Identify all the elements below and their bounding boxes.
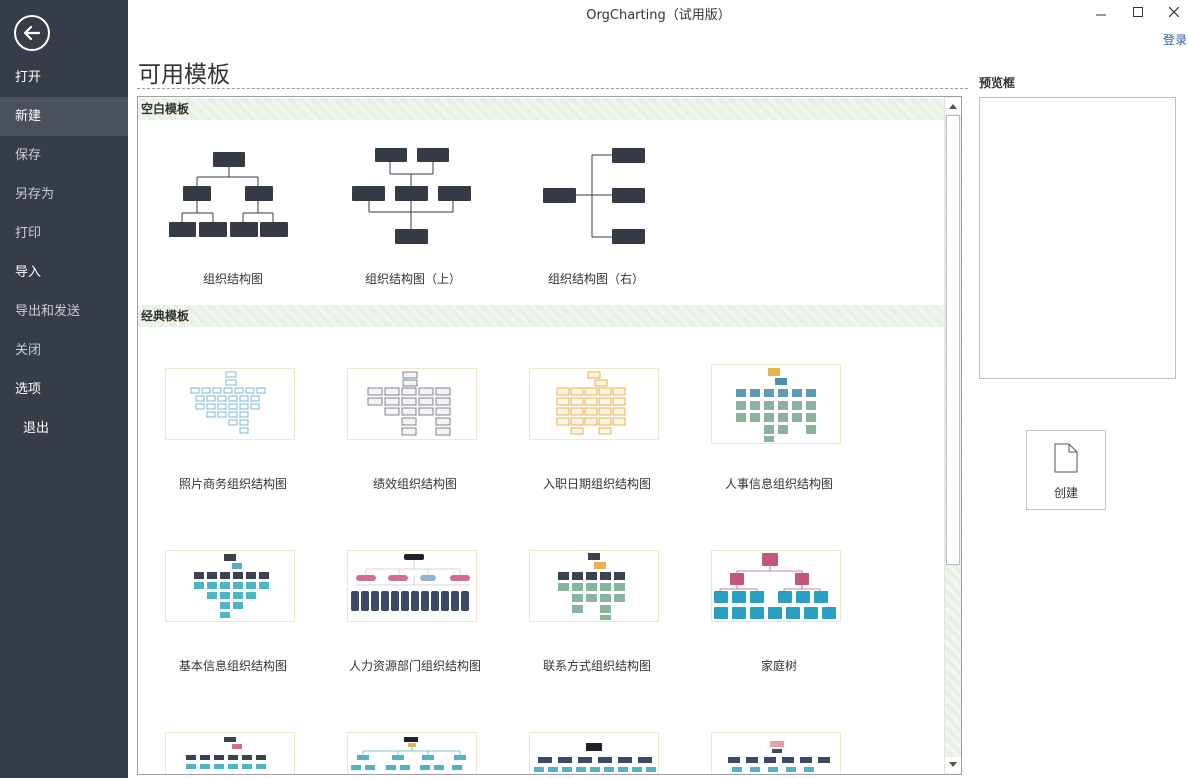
template-personnel-info[interactable]: 人事信息组织结构图 (704, 363, 854, 493)
family-tree-preview-icon (714, 553, 836, 619)
scrollbar-thumb[interactable] (946, 115, 960, 565)
back-button[interactable] (14, 15, 50, 51)
template-partial[interactable] (522, 727, 672, 774)
basic-info-preview-icon (194, 554, 269, 618)
heading-divider (137, 88, 968, 89)
create-label: 创建 (1053, 486, 1078, 500)
minimize-icon (1096, 14, 1106, 16)
template-label: 人力资源部门组织结构图 (348, 659, 481, 673)
template-org-chart-right[interactable]: 组织结构图（右） (521, 135, 671, 295)
performance-preview-icon (367, 371, 451, 436)
maximize-button[interactable] (1125, 2, 1151, 22)
template-thumbnail (711, 550, 841, 622)
sidebar-item-save-as[interactable]: 另存为 (15, 187, 55, 202)
back-arrow-icon (23, 25, 41, 41)
template-org-chart-up[interactable]: 组织结构图（上） (338, 135, 488, 295)
template-thumbnail (711, 732, 841, 774)
template-hire-date[interactable]: 入职日期组织结构图 (522, 363, 672, 493)
template-label: 家庭树 (760, 659, 797, 673)
sidebar-item-print[interactable]: 打印 (15, 226, 42, 241)
template-label: 入职日期组织结构图 (542, 477, 651, 491)
template-label: 组织结构图（上） (364, 272, 461, 286)
template-label: 组织结构图（右） (547, 272, 644, 286)
template-thumbnail (711, 364, 841, 444)
template-basic-info[interactable]: 基本信息组织结构图 (158, 545, 308, 675)
template-thumbnail (529, 550, 659, 622)
template-preview-icon (351, 737, 466, 770)
hr-department-preview-icon (351, 554, 470, 611)
minimize-button[interactable] (1088, 2, 1114, 22)
template-label: 照片商务组织结构图 (178, 477, 287, 491)
personnel-info-preview-icon (736, 368, 816, 442)
template-thumbnail (165, 368, 295, 440)
template-preview-icon (728, 741, 830, 772)
close-button[interactable] (1161, 2, 1187, 22)
section-header-classic: 经典模板 (138, 305, 944, 327)
scroll-up-icon (949, 104, 957, 109)
sidebar-item-close[interactable]: 关闭 (15, 343, 42, 358)
create-button[interactable]: 创建 (1026, 430, 1106, 510)
template-thumbnail (165, 550, 295, 622)
vertical-scrollbar[interactable] (944, 97, 961, 774)
template-thumbnail (165, 732, 295, 774)
template-label: 人事信息组织结构图 (724, 477, 833, 491)
sidebar-item-save[interactable]: 保存 (15, 148, 42, 163)
scroll-down-button[interactable] (945, 757, 961, 773)
preview-box (979, 97, 1176, 379)
template-label: 基本信息组织结构图 (178, 659, 287, 673)
template-contact-info[interactable]: 联系方式组织结构图 (522, 545, 672, 675)
template-partial[interactable] (704, 727, 854, 774)
sidebar-item-new[interactable]: 新建 (0, 97, 128, 136)
section-header-blank: 空白模板 (138, 98, 944, 120)
login-link[interactable]: 登录 (1162, 33, 1187, 47)
template-partial[interactable] (340, 727, 490, 774)
template-photo-business[interactable]: 照片商务组织结构图 (158, 363, 308, 493)
template-performance[interactable]: 绩效组织结构图 (340, 363, 490, 493)
template-label: 联系方式组织结构图 (542, 659, 651, 673)
template-thumbnail (347, 368, 477, 440)
template-list: 空白模板 (138, 97, 944, 774)
close-icon (1169, 7, 1179, 17)
template-partial[interactable] (158, 727, 308, 774)
template-label: 绩效组织结构图 (372, 477, 457, 491)
sidebar: 打开 新建 保存 另存为 打印 导入 导出和发送 关闭 选项 退出 (0, 0, 128, 778)
preview-label: 预览框 (979, 76, 1016, 90)
org-chart-right-icon (543, 148, 645, 244)
template-thumbnail (529, 368, 659, 440)
template-family-tree[interactable]: 家庭树 (704, 545, 854, 675)
sidebar-item-options[interactable]: 选项 (15, 382, 42, 397)
sidebar-item-import[interactable]: 导入 (15, 265, 42, 280)
title-bar: OrgCharting（试用版） (128, 0, 1189, 26)
template-thumbnail (347, 550, 477, 622)
window-title: OrgCharting（试用版） (586, 8, 731, 23)
template-org-chart[interactable]: 组织结构图 (158, 135, 308, 295)
template-label: 组织结构图 (202, 272, 263, 286)
template-thumbnail (347, 732, 477, 774)
sidebar-nav: 打开 新建 保存 另存为 打印 导入 导出和发送 关闭 选项 退出 (0, 58, 128, 448)
sidebar-item-open[interactable]: 打开 (15, 70, 42, 85)
scroll-up-button[interactable] (945, 98, 961, 114)
sidebar-item-export-send[interactable]: 导出和发送 (15, 304, 81, 319)
org-chart-down-icon (169, 152, 288, 237)
template-thumbnail (529, 732, 659, 774)
maximize-icon (1133, 7, 1143, 17)
page-title: 可用模板 (138, 62, 230, 88)
sidebar-item-exit[interactable]: 退出 (23, 421, 50, 436)
contact-info-preview-icon (558, 553, 625, 620)
new-document-icon (1054, 443, 1078, 473)
template-panel: 空白模板 (137, 96, 962, 775)
template-hr-department[interactable]: 人力资源部门组织结构图 (340, 545, 490, 675)
hire-date-preview-icon (556, 371, 626, 435)
template-preview-icon (534, 743, 656, 772)
org-chart-up-icon (352, 148, 471, 244)
template-preview-icon (186, 737, 266, 769)
photo-business-preview-icon (190, 371, 266, 434)
scroll-down-icon (949, 762, 957, 767)
